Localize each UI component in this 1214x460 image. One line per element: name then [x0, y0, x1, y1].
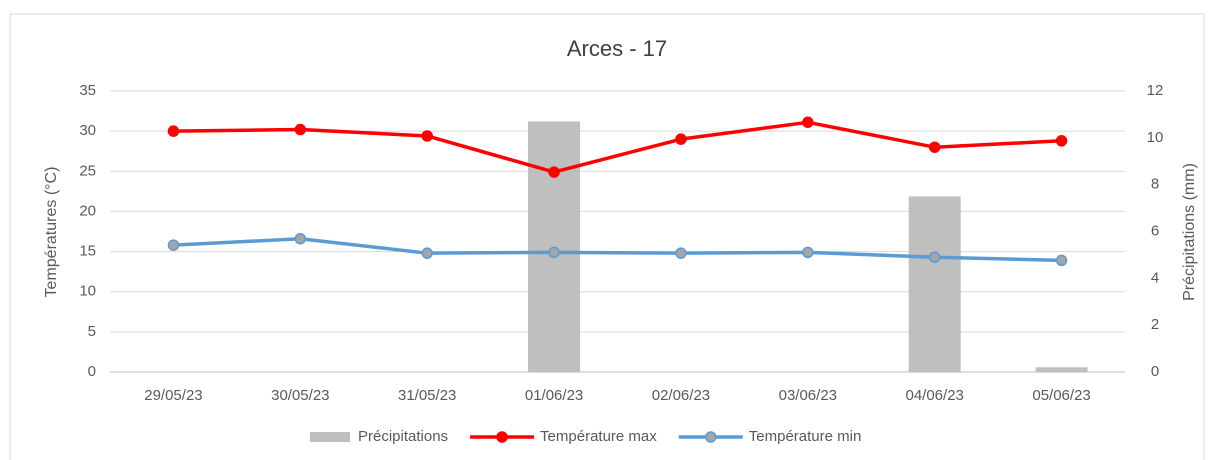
bar [1035, 367, 1088, 372]
line-marker [167, 125, 180, 137]
y2-tick-label: 10 [1147, 129, 1164, 146]
y2-tick-label: 4 [1151, 269, 1159, 286]
y-tick-label: 30 [79, 122, 96, 139]
y-tick-label: 10 [79, 283, 96, 300]
line-marker [802, 246, 814, 259]
y-tick-label: 0 [88, 363, 96, 380]
y2-tick-label: 0 [1151, 363, 1159, 380]
chart-frame [9, 13, 1205, 460]
y-tick-label: 20 [79, 202, 96, 219]
line-marker [928, 251, 941, 263]
line-marker [548, 166, 560, 178]
bar [908, 196, 961, 372]
x-tick-label: 04/06/23 [905, 387, 963, 404]
x-tick-label: 01/06/23 [525, 387, 583, 404]
y-axis-label: Températures (°C) [43, 167, 60, 298]
y2-axis-label: Précipitations (mm) [1181, 163, 1198, 301]
x-tick-label: 29/05/23 [144, 387, 202, 404]
legend-label: Précipitations [358, 428, 448, 445]
legend-marker [705, 431, 717, 443]
y2-tick-label: 12 [1147, 82, 1164, 99]
line-marker [802, 116, 814, 129]
line [173, 236, 1062, 263]
line-marker [294, 123, 307, 136]
line-marker [294, 232, 307, 245]
y2-tick-label: 2 [1151, 316, 1159, 333]
x-tick-label: 02/06/23 [652, 387, 710, 404]
line-marker [675, 247, 687, 259]
line-marker [1055, 254, 1068, 267]
chart-title: Arces - 17 [567, 36, 667, 61]
line-marker [421, 130, 433, 142]
y-tick-label: 5 [88, 323, 96, 340]
legend-label: Température max [540, 428, 657, 445]
y-tick-label: 35 [79, 82, 96, 99]
x-tick-label: 30/05/23 [271, 387, 329, 404]
line-marker [675, 133, 687, 145]
line-marker [548, 246, 560, 259]
line-marker [167, 239, 180, 251]
y2-tick-label: 8 [1151, 176, 1159, 193]
legend-marker [496, 431, 508, 443]
line-marker [1055, 135, 1068, 147]
line [173, 120, 1062, 174]
x-tick-label: 31/05/23 [398, 387, 456, 404]
y2-tick-label: 6 [1151, 222, 1159, 239]
line-marker [421, 247, 433, 259]
legend-swatch [310, 432, 350, 442]
x-tick-label: 05/06/23 [1032, 387, 1090, 404]
y-tick-label: 25 [79, 162, 96, 179]
y-tick-label: 15 [79, 243, 96, 260]
line-marker [928, 141, 941, 153]
legend-label: Température min [749, 428, 862, 445]
x-tick-label: 03/06/23 [779, 387, 837, 404]
